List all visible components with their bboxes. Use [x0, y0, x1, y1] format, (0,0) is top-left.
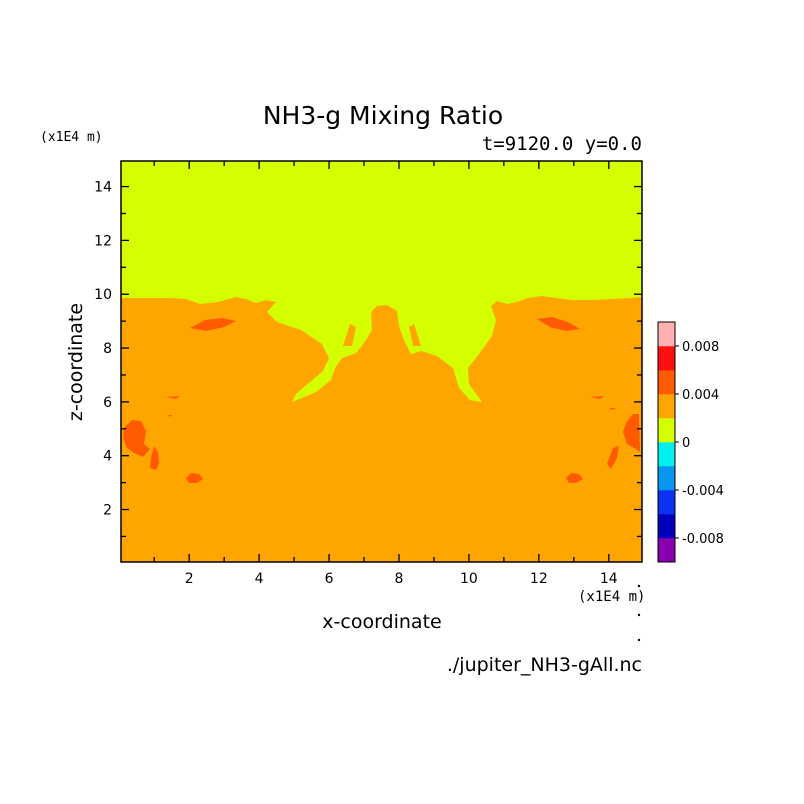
- colorbar-tick-label: 0.008: [682, 340, 719, 355]
- y-axis-label: z-coordinate: [65, 303, 87, 421]
- region-patch: [610, 408, 616, 410]
- colorbar-swatch: [658, 418, 675, 443]
- y-tick-label: 2: [103, 503, 112, 519]
- colorbar-tick-label: 0.004: [682, 388, 719, 403]
- x-tick-label: 14: [600, 571, 618, 587]
- x-axis-label: x-coordinate: [322, 611, 441, 633]
- colorbar-swatch: [658, 538, 675, 563]
- region-patch: [537, 317, 580, 331]
- colorbar-swatch: [658, 394, 675, 419]
- region-top-layer: [121, 161, 642, 402]
- region-lower-inclusion: [343, 324, 356, 346]
- y-tick-label: 4: [103, 449, 112, 465]
- colorbar-swatch: [658, 346, 675, 371]
- colorbar-tick-label: 0: [682, 436, 690, 451]
- region-patch: [123, 420, 150, 457]
- y-tick-label: 14: [94, 180, 112, 196]
- x-tick-label: 12: [530, 571, 548, 587]
- region-patch: [607, 446, 619, 469]
- region-patch: [168, 415, 172, 417]
- colorbar-tick-label: -0.004: [682, 484, 724, 499]
- chart-subtitle: t=9120.0 y=0.0: [482, 133, 642, 155]
- colorbar-tick-label: -0.008: [682, 532, 724, 547]
- region-patch: [166, 396, 180, 399]
- y-tick-label: 8: [103, 341, 112, 357]
- plot-frame: [120, 160, 643, 563]
- y-tick-label: 10: [94, 287, 112, 303]
- region-patch: [566, 473, 583, 483]
- x-tick-label: 2: [185, 571, 194, 587]
- dot: [637, 584, 641, 588]
- dot: [637, 613, 641, 617]
- colorbar-ticks: 0.008 0.004 0 -0.004 -0.008: [675, 340, 724, 547]
- x-unit-label: (x1E4 m): [578, 589, 645, 605]
- x-tick-label: 4: [255, 571, 264, 587]
- dot: [637, 638, 641, 642]
- colorbar-swatch: [658, 370, 675, 395]
- y-tick-label: 6: [103, 395, 112, 411]
- plot-area: [121, 161, 642, 562]
- colorbar: [657, 321, 676, 563]
- chart-title: NH3-g Mixing Ratio: [263, 101, 503, 130]
- colorbar-swatch: [658, 514, 675, 539]
- x-tick-label: 6: [325, 571, 334, 587]
- colorbar-swatch: [658, 490, 675, 515]
- region-patch: [590, 396, 604, 399]
- colorbar-swatch: [658, 322, 675, 347]
- y-unit-label: (x1E4 m): [40, 130, 103, 145]
- region-patch: [623, 414, 640, 452]
- y-axis: 2 4 6 8 10 12 14: [94, 180, 642, 538]
- source-file-label: ./jupiter_NH3-gAll.nc: [447, 654, 642, 676]
- region-lower-inclusion: [409, 324, 421, 346]
- region-patch: [190, 318, 236, 331]
- axis-ornament-dots: [637, 584, 641, 642]
- region-patch: [150, 446, 159, 470]
- x-tick-label: 8: [395, 571, 404, 587]
- y-tick-label: 12: [94, 233, 112, 249]
- colorbar-swatch: [658, 442, 675, 467]
- x-tick-label: 10: [460, 571, 478, 587]
- region-patch: [186, 473, 203, 483]
- colorbar-swatch: [658, 466, 675, 491]
- x-axis: 2 4 6 8 10 12 14: [153, 161, 618, 587]
